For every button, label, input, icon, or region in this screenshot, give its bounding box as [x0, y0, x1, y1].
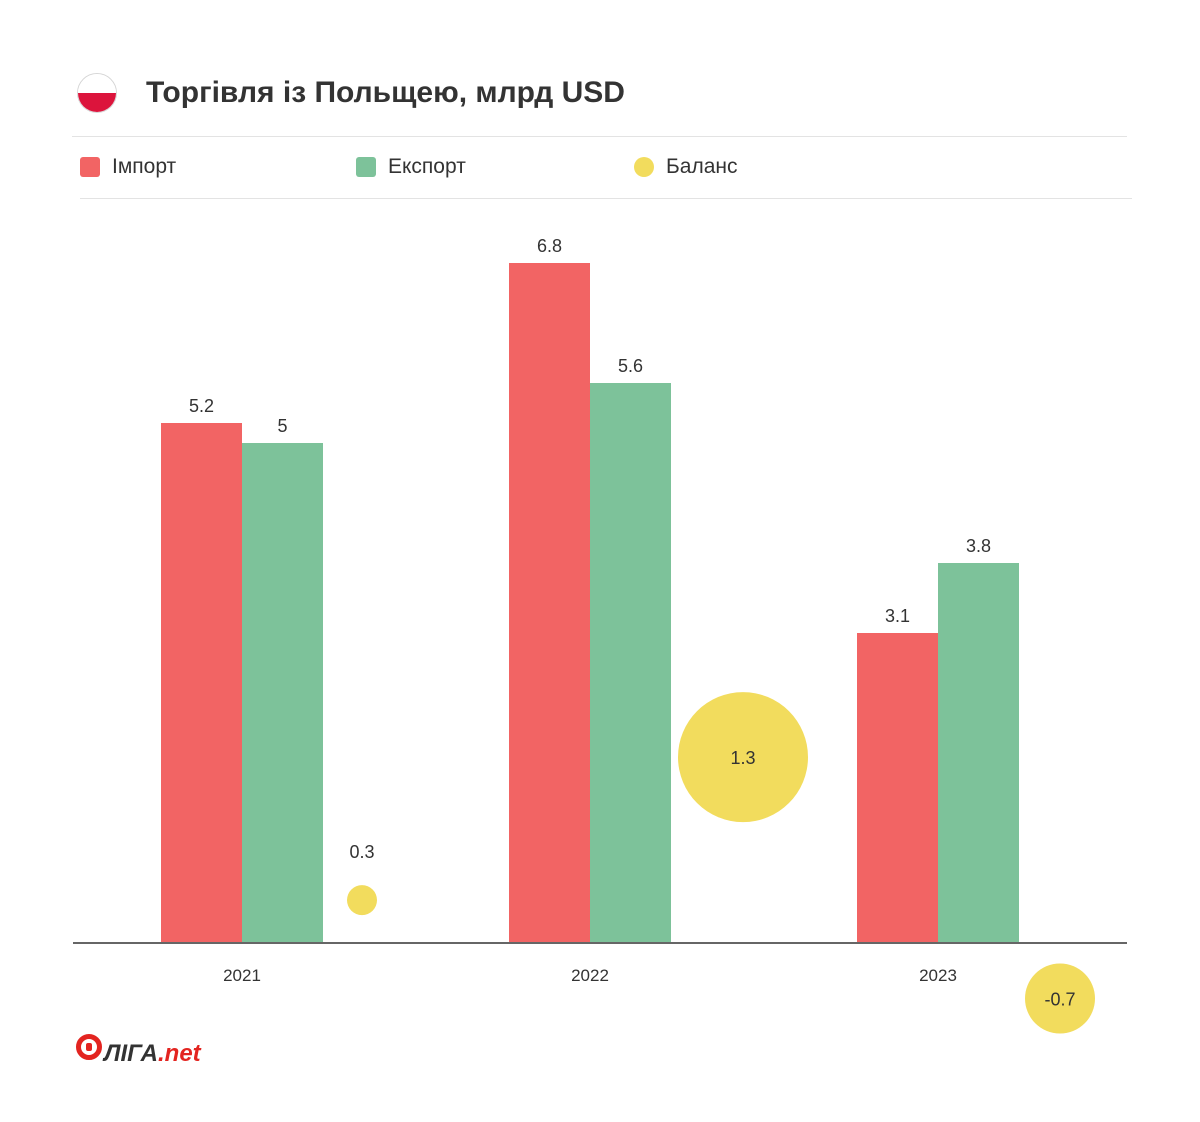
- bar-import-2023: [857, 633, 938, 943]
- liga-logo-icon: [76, 1034, 102, 1060]
- legend-divider: [80, 198, 1132, 199]
- data-label-export-2023: 3.8: [966, 536, 991, 556]
- x-tick-label-2021: 2021: [223, 966, 261, 985]
- bar-import-2022: [509, 263, 590, 943]
- header-divider: [72, 136, 1127, 137]
- bar-import-2021: [161, 423, 242, 943]
- bubble-balance-2023: [1025, 963, 1095, 1034]
- legend-swatch-balance: [634, 157, 654, 177]
- liga-logo: ЛІГА .net: [76, 1026, 201, 1068]
- bar-export-2021: [242, 443, 323, 943]
- legend-item-export: Експорт: [356, 155, 466, 179]
- data-label-balance-2022: 1.3: [730, 748, 755, 768]
- x-tick-label-2022: 2022: [571, 966, 609, 985]
- legend-label-export: Експорт: [388, 155, 466, 178]
- legend-item-balance: Баланс: [634, 155, 738, 179]
- legend-swatch-export: [356, 157, 376, 177]
- poland-flag-icon: [77, 73, 117, 113]
- logo-name: ЛІГА: [104, 1040, 158, 1067]
- bar-export-2022: [590, 383, 671, 943]
- data-label-export-2021: 5: [277, 416, 287, 436]
- data-label-export-2022: 5.6: [618, 356, 643, 376]
- x-tick-label-2023: 2023: [919, 966, 957, 985]
- legend-swatch-import: [80, 157, 100, 177]
- bar-export-2023: [938, 563, 1019, 943]
- bubble-balance-2022: [678, 692, 808, 823]
- data-label-import-2023: 3.1: [885, 606, 910, 626]
- data-label-balance-2023: -0.7: [1044, 990, 1075, 1010]
- bubble-balance-2021: [347, 885, 377, 916]
- data-label-balance-2021: 0.3: [349, 842, 374, 862]
- legend-item-import: Імпорт: [80, 155, 176, 179]
- data-label-import-2022: 6.8: [537, 236, 562, 256]
- data-label-import-2021: 5.2: [189, 396, 214, 416]
- logo-suffix: .net: [158, 1040, 201, 1067]
- legend-label-import: Імпорт: [112, 155, 177, 178]
- legend-label-balance: Баланс: [666, 155, 738, 178]
- chart-title: Торгівля із Польщею, млрд USD: [146, 76, 625, 109]
